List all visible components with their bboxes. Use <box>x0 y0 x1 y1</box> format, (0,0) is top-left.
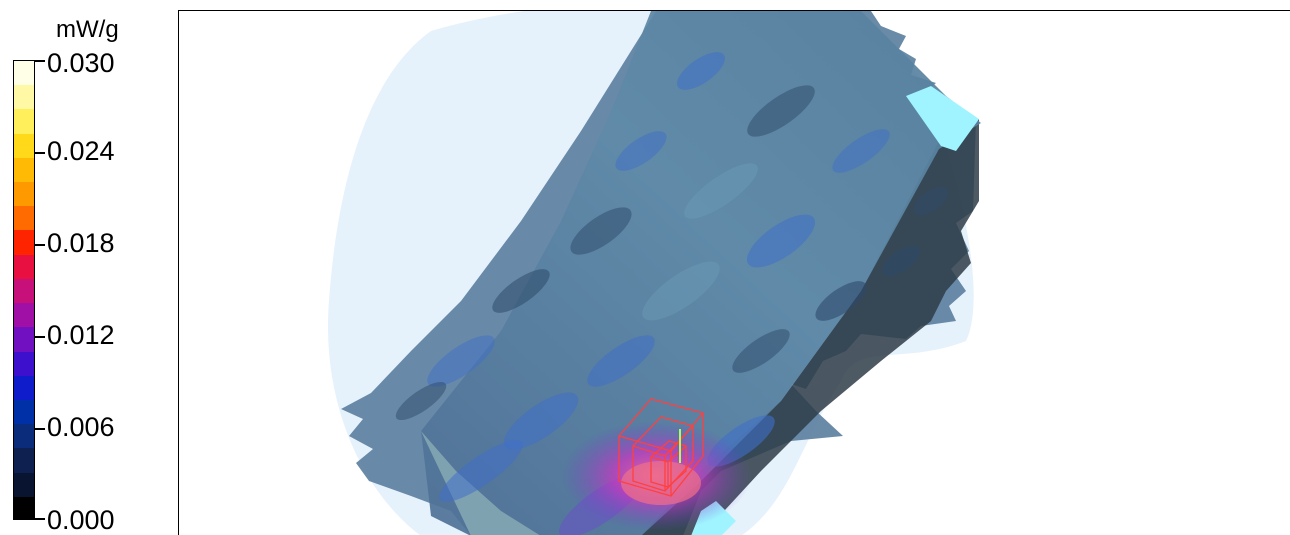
colorbar-band <box>14 133 34 159</box>
colorbar-band <box>14 230 34 256</box>
contour-patch <box>815 281 867 321</box>
colorbar-tick-label: 0.030 <box>47 48 115 78</box>
colorbar-band <box>14 254 34 280</box>
contour-patch <box>492 269 550 313</box>
colorbar-tick-mark <box>35 244 45 246</box>
colorbar-band <box>14 496 34 519</box>
colorbar-band <box>14 206 34 232</box>
contour-patch <box>913 186 949 216</box>
contour-patch <box>684 163 758 219</box>
contour-patch <box>832 129 890 173</box>
colorbar-band <box>14 351 34 377</box>
colorbar-tick-label: 0.024 <box>47 136 115 166</box>
contour-patch <box>642 261 720 321</box>
sar-3d-scene <box>328 11 981 535</box>
colorbar-tick-label: 0.000 <box>47 505 115 535</box>
colorbar-band <box>14 424 34 450</box>
contour-patch <box>677 52 725 90</box>
contour-patch <box>882 245 920 277</box>
colorbar-band <box>14 375 34 401</box>
phantom-slab-side <box>641 119 979 535</box>
contour-patch <box>746 214 816 268</box>
contour-patch <box>615 131 667 171</box>
colorbar-tick-mark <box>35 518 45 520</box>
colorbar-band <box>14 278 34 305</box>
colorbar-tick-label: 0.018 <box>47 228 115 258</box>
colorbar-band <box>14 182 34 208</box>
colorbar-band <box>14 61 34 87</box>
sar-hotspot-core <box>621 461 701 505</box>
colorbar <box>13 60 35 520</box>
colorbar-tick-mark <box>35 152 45 154</box>
colorbar-band <box>14 85 34 111</box>
colorbar-band <box>14 327 34 353</box>
cube-inner-frame <box>632 416 694 492</box>
colorbar-band <box>14 448 34 474</box>
colorbar-tick-mark <box>35 336 45 338</box>
contour-patch <box>439 440 523 502</box>
contour-patch <box>503 392 579 450</box>
colorbar-band <box>14 157 34 184</box>
contour-patch <box>427 335 495 387</box>
colorbar-band <box>14 399 34 426</box>
zoom-scan-cube <box>618 398 704 497</box>
colorbar-legend: mW/g 0.030 0.024 0.018 0.012 0.006 0.000 <box>0 0 180 535</box>
colorbar-tick-mark <box>35 428 45 430</box>
contour-patch <box>732 329 790 373</box>
colorbar-band <box>14 109 34 135</box>
contour-patch <box>747 85 815 137</box>
phantom-slab-front <box>421 431 540 535</box>
colorbar-unit-label: mW/g <box>56 16 119 43</box>
contour-patch <box>395 381 447 421</box>
sar-contour-patches <box>395 52 949 535</box>
contour-patch <box>570 207 632 255</box>
plot-area <box>178 10 1290 535</box>
colorbar-band <box>14 472 34 498</box>
colorbar-band <box>14 303 34 329</box>
colorbar-tick-mark <box>35 60 45 62</box>
colorbar-tick-label: 0.006 <box>47 412 115 442</box>
colorbar-tick-label: 0.012 <box>47 320 115 350</box>
contour-patch <box>587 335 655 387</box>
slab-edge-highlight-top <box>906 86 979 151</box>
